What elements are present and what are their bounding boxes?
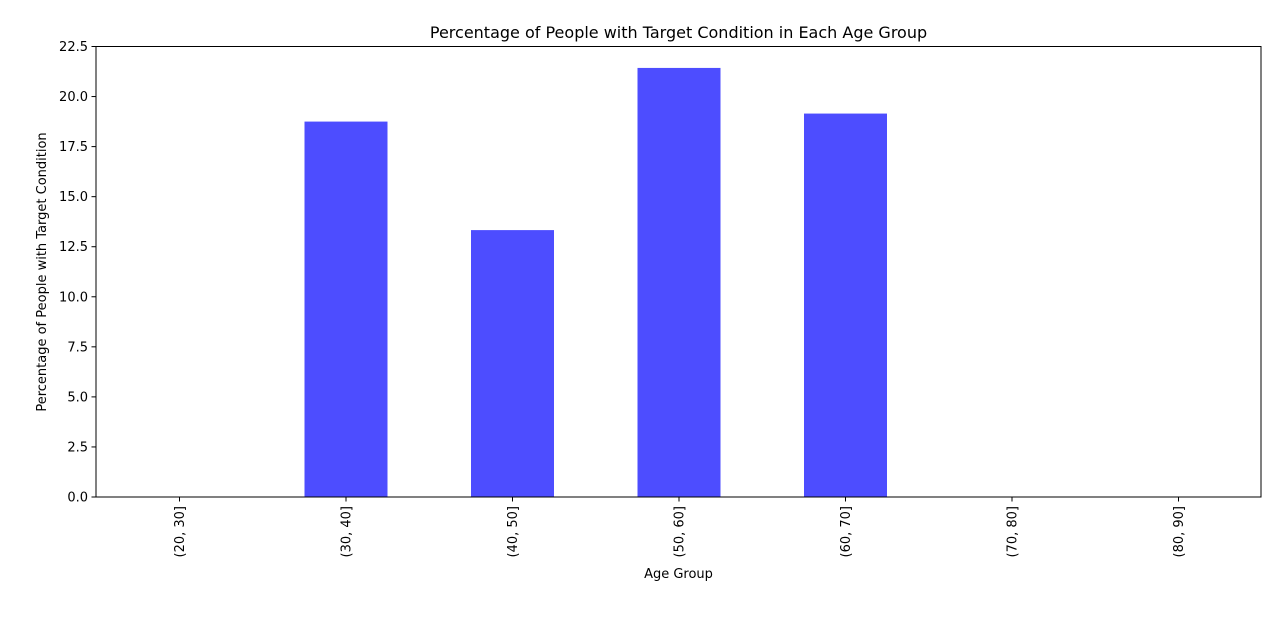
y-tick-label: 10.0 [59, 290, 88, 305]
x-tick-label: (80, 90] [1172, 506, 1187, 558]
y-tick-label: 17.5 [59, 140, 88, 155]
x-axis: (20, 30] (30, 40] (40, 50] (50, 60] (60, 70]… [173, 497, 1187, 558]
x-tick-label: (70, 80] [1006, 506, 1021, 558]
x-axis-title: Age Group [644, 567, 713, 582]
y-tick-label: 20.0 [59, 90, 88, 105]
x-tick-label: (60, 70] [839, 506, 854, 558]
x-tick-label: (40, 50] [506, 506, 521, 558]
bar-2 [471, 230, 554, 498]
chart-title: Percentage of People with Target Conditi… [430, 23, 927, 42]
y-tick-label: 2.5 [67, 440, 88, 455]
bar-4 [804, 113, 887, 497]
bar-3 [637, 67, 721, 498]
bar-1 [304, 121, 388, 497]
x-tick-label: (20, 30] [173, 506, 188, 558]
y-tick-label: 15.0 [59, 190, 88, 205]
y-axis-title: Percentage of People with Target Conditi… [35, 132, 50, 411]
y-tick-label: 5.0 [67, 390, 88, 405]
y-tick-label: 12.5 [59, 240, 88, 255]
x-tick-label: (30, 40] [340, 506, 355, 558]
y-tick-label: 22.5 [59, 40, 88, 55]
y-tick-label: 0.0 [67, 491, 88, 506]
y-axis: 0.0 2.5 5.0 7.5 10.0 12.5 15.0 17.5 20.0 22.5 [59, 40, 96, 506]
x-tick-label: (50, 60] [673, 506, 688, 558]
plot-frame [95, 46, 1262, 498]
y-tick-label: 7.5 [67, 340, 88, 355]
bars-group [304, 67, 887, 498]
